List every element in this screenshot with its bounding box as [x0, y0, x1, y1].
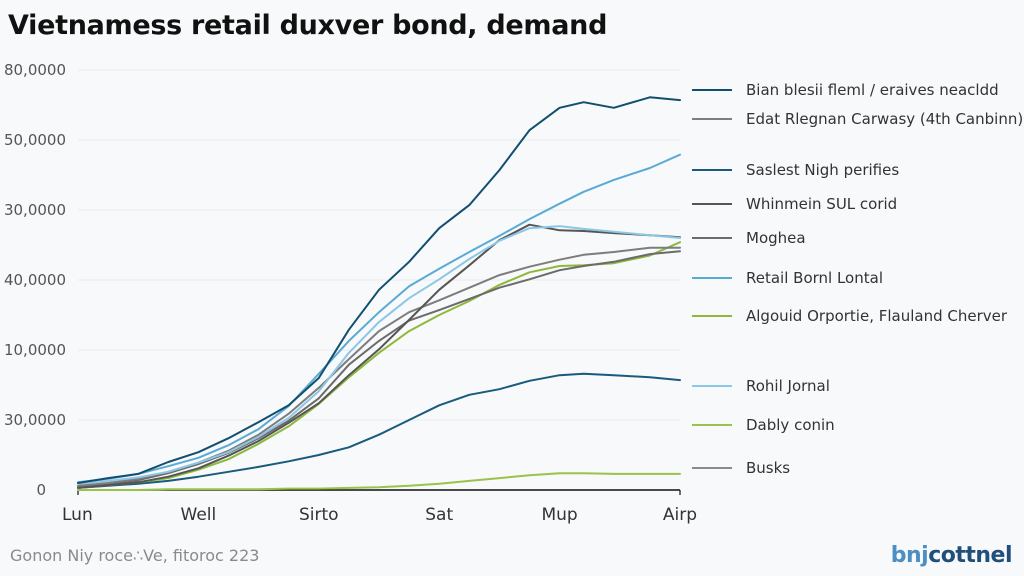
x-axis	[77, 489, 681, 495]
legend-swatch	[692, 89, 732, 91]
legend-label: Moghea	[746, 229, 806, 247]
y-tick-label: 30,0000	[4, 201, 66, 219]
series-line-0	[77, 96, 681, 484]
legend-item: Rohil Jornal	[692, 374, 830, 398]
x-tick-label: Mup	[541, 505, 577, 525]
legend-swatch	[692, 467, 732, 469]
series-line-3	[77, 223, 681, 489]
legend-swatch	[692, 203, 732, 205]
series-line-7	[77, 225, 681, 485]
legend-label: Algouid Orportie, Flauland Cherver	[746, 307, 1008, 325]
x-tick-label: Lun	[62, 505, 93, 525]
legend-swatch	[692, 118, 732, 120]
y-tick-label: 80,0000	[4, 61, 66, 79]
logo-mark: bnj	[890, 543, 929, 568]
legend-label: Edat Rlegnan Carwasy (4th Canbinn)	[746, 110, 1024, 128]
legend-item: Algouid Orportie, Flauland Cherver	[692, 304, 1007, 328]
series-line-5	[77, 153, 681, 484]
source-note: Gonon Niy roce∴Ve, fitoroc 223	[10, 546, 260, 565]
x-tick-label: Well	[181, 505, 217, 525]
legend-label: Rohil Jornal	[746, 377, 830, 395]
legend-item: Whinmein SUL corid	[692, 192, 897, 216]
legend-label: Whinmein SUL corid	[746, 195, 898, 213]
legend-swatch	[692, 424, 732, 426]
series-line-8	[77, 472, 681, 491]
legend-label: Retail Bornl Lontal	[746, 269, 883, 287]
series-line-6	[77, 241, 681, 489]
legend-item: Moghea	[692, 226, 806, 250]
legend-swatch	[692, 237, 732, 239]
brand-logo: bnjcottnel	[890, 543, 1013, 568]
y-tick-label: 50,0000	[4, 131, 66, 149]
gridlines	[78, 69, 680, 421]
series-lines	[77, 96, 681, 491]
legend-label: Saslest Nigh perifies	[746, 161, 900, 179]
y-axis-ticks: 0 30,0000 10,0000 40,0000 30,0000 50,0000 80,0…	[4, 61, 66, 499]
legend-item: Dably conin	[692, 413, 835, 437]
legend-item: Retail Bornl Lontal	[692, 266, 883, 290]
legend-label: Dably conin	[746, 416, 835, 434]
x-tick-label: Airp	[663, 505, 697, 525]
legend-item: Edat Rlegnan Carwasy (4th Canbinn)	[692, 107, 1023, 131]
legend-item: Busks	[692, 456, 790, 480]
x-axis-ticks: Lun Well Sirto Sat Mup Airp	[62, 505, 697, 525]
y-tick-label: 30,0000	[4, 411, 66, 429]
legend: Bian blesii fleml / eraives neacldd Edat …	[692, 0, 1024, 500]
x-tick-label: Sat	[425, 505, 453, 525]
legend-swatch	[692, 315, 732, 317]
legend-label: Busks	[746, 459, 791, 477]
y-tick-label: 10,0000	[4, 341, 66, 359]
legend-swatch	[692, 277, 732, 279]
legend-swatch	[692, 385, 732, 387]
series-line-2	[77, 372, 681, 489]
legend-item: Bian blesii fleml / eraives neacldd	[692, 78, 999, 102]
x-tick-label: Sirto	[299, 505, 339, 525]
chart-title: Vietnamess retail duxver bond, demand	[8, 10, 608, 41]
legend-item: Saslest Nigh perifies	[692, 158, 899, 182]
legend-label: Bian blesii fleml / eraives neacldd	[746, 81, 999, 99]
series-line-4	[77, 250, 681, 489]
legend-swatch	[692, 169, 732, 171]
series-line-1	[77, 246, 681, 487]
logo-text: cottnel	[928, 543, 1012, 568]
y-tick-label: 0	[36, 481, 46, 499]
y-tick-label: 40,0000	[4, 271, 66, 289]
